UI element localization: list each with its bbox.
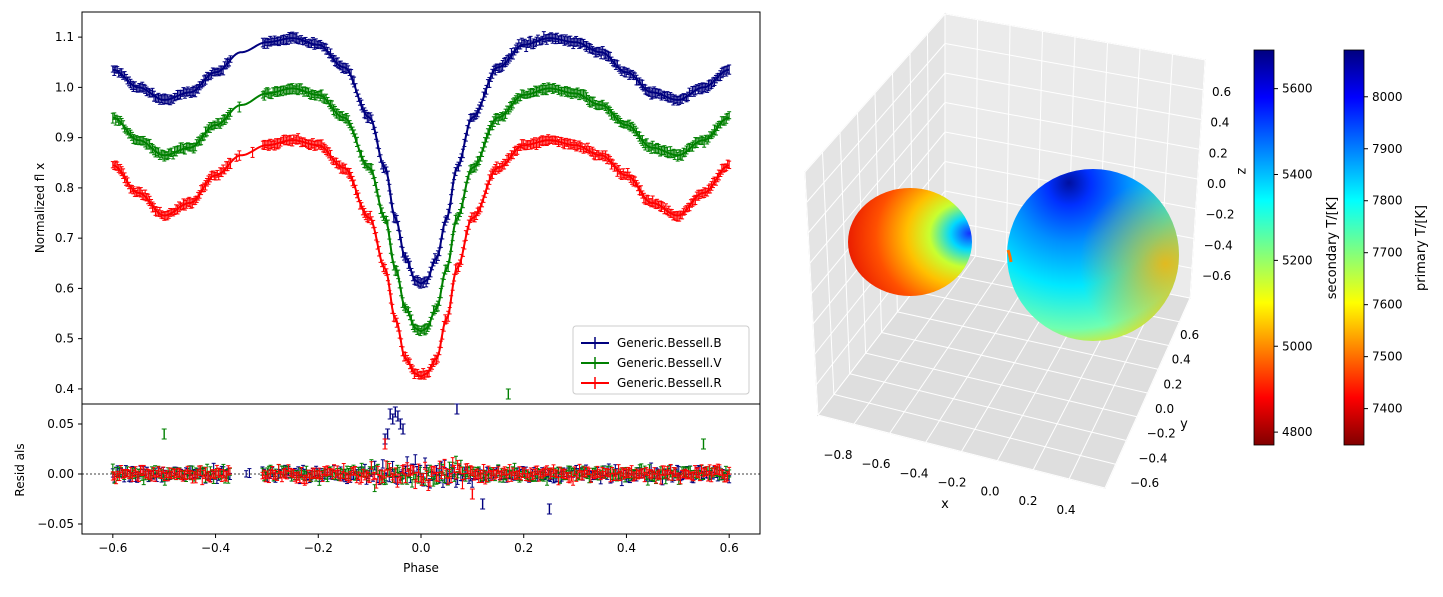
light-curve-y-ticks: 0.4 0.5 0.6 0.7 0.8 0.9 1.0 1.1 xyxy=(55,30,82,396)
series-Generic.Bessell.V-points xyxy=(110,82,732,337)
model-line-Generic.Bessell.R xyxy=(112,139,730,378)
y-tick-label: 0.8 xyxy=(55,181,74,195)
legend-frame xyxy=(572,325,750,395)
light-curve-model-lines xyxy=(112,37,730,378)
light-curve-panel: 0.4 0.5 0.6 0.7 0.8 0.9 1.0 1.1 Normalized fl x… xyxy=(33,11,761,405)
x-tick-label: −0.2 xyxy=(304,541,333,555)
y-tick-label: 0.5 xyxy=(55,332,74,346)
x-tick-label: 0.6 xyxy=(720,541,739,555)
x-tick-label: 0.2 xyxy=(514,541,533,555)
residuals-panel: −0.050.000.05 −0.6 −0.4 −0.2 0.0 0.2 0.4 0.6 R… xyxy=(13,388,761,575)
y-tick-label: 1.1 xyxy=(55,30,74,44)
x-tick-label: −0.6 xyxy=(98,541,127,555)
residuals-y-ticks: −0.05 0.00 0.05 xyxy=(37,417,82,531)
y-tick-label: 0.6 xyxy=(55,281,74,295)
y-tick-label: 0.9 xyxy=(55,131,74,145)
legend-label: Generic.Bessell.B xyxy=(617,336,722,350)
model-line-Generic.Bessell.V xyxy=(112,87,730,333)
legend-entry: Generic.Bessell.R xyxy=(581,376,722,390)
y-tick-label: 0.4 xyxy=(55,382,74,396)
legend-label: Generic.Bessell.V xyxy=(617,356,722,370)
legend-entry: Generic.Bessell.B xyxy=(581,336,722,350)
legend: Generic.Bessell.B Generic.Bessell.V Generi… xyxy=(572,325,750,395)
y-tick-label: −0.05 xyxy=(37,517,74,531)
x-tick-label: 0.0 xyxy=(411,541,430,555)
model-line-Generic.Bessell.B xyxy=(112,37,730,285)
y-tick-label: 0.00 xyxy=(47,467,74,481)
residuals-x-ticks: −0.6 −0.4 −0.2 0.0 0.2 0.4 0.6 xyxy=(98,534,739,555)
legend-label: Generic.Bessell.R xyxy=(617,376,722,390)
legend-entry: Generic.Bessell.V xyxy=(581,356,722,370)
light-curve-y-label: Normalized fl x xyxy=(33,163,47,253)
y-tick-label: 1.0 xyxy=(55,80,74,94)
residuals-points xyxy=(110,388,732,515)
x-tick-label: −0.4 xyxy=(201,541,230,555)
x-tick-label: 0.4 xyxy=(617,541,636,555)
y-tick-label: 0.05 xyxy=(47,417,74,431)
y-tick-label: 0.7 xyxy=(55,231,74,245)
